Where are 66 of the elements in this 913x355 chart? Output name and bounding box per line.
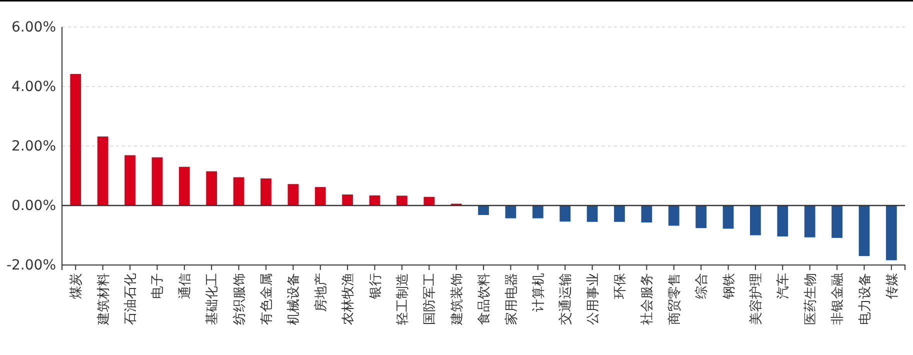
bar <box>260 178 272 206</box>
x-tick-label: 建筑装饰 <box>450 273 465 326</box>
x-tick-label: 环保 <box>613 273 628 299</box>
x-tick-label: 建筑材料 <box>96 273 112 326</box>
y-tick-label: 0.00% <box>12 198 56 214</box>
y-tick-label: 6.00% <box>12 19 56 36</box>
bar <box>696 206 706 228</box>
x-tick-label: 综合 <box>694 273 710 299</box>
bar <box>858 206 870 256</box>
bar <box>70 74 82 206</box>
x-tick-label: 通信 <box>178 273 193 299</box>
x-tick-label: 煤炭 <box>69 273 84 299</box>
x-tick-label: 汽车 <box>776 273 792 299</box>
x-tick-label: 机械设备 <box>286 273 302 325</box>
x-tick-label: 电力设备 <box>858 273 873 325</box>
bar <box>124 155 136 206</box>
bar <box>668 206 680 226</box>
bar <box>532 206 544 218</box>
x-tick-label: 医药生物 <box>803 273 818 325</box>
x-tick-label: 农林牧渔 <box>341 273 356 325</box>
bar <box>505 206 516 218</box>
x-tick-label: 美容护理 <box>748 273 764 325</box>
bar <box>424 196 435 206</box>
x-tick-label: 社会服务 <box>640 273 656 325</box>
bar <box>832 206 842 238</box>
x-tick-label: 商贸零售 <box>667 273 682 325</box>
bar <box>288 184 299 206</box>
x-tick-label: 交通运输 <box>558 273 574 325</box>
x-tick-label: 计算机 <box>531 273 546 312</box>
x-tick-label: 基础化工 <box>205 273 220 325</box>
bar <box>369 195 380 206</box>
bar <box>804 206 816 238</box>
bar <box>560 206 571 222</box>
x-tick-label: 国防军工 <box>422 273 438 325</box>
x-tick-label: 纺织服饰 <box>232 273 248 325</box>
bar <box>586 206 598 222</box>
bar <box>342 194 353 206</box>
bar <box>886 206 897 260</box>
y-tick-label: 2.00% <box>12 138 56 154</box>
x-tick-label: 轻工制造 <box>395 273 410 325</box>
x-tick-label: 食品饮料 <box>477 273 492 325</box>
bar <box>233 177 244 206</box>
x-tick-label: 电子 <box>150 273 166 299</box>
x-tick-label: 公用事业 <box>586 273 601 325</box>
x-tick-label: 传媒 <box>884 273 900 299</box>
bar <box>641 206 652 222</box>
bar <box>750 206 761 236</box>
bar <box>777 206 788 236</box>
x-tick-label: 石油石化 <box>124 273 139 325</box>
x-tick-label: 有色金属 <box>260 273 274 325</box>
bar <box>152 157 163 206</box>
bar <box>314 187 326 206</box>
y-tick-label: 4.00% <box>12 78 56 95</box>
bar <box>206 171 218 206</box>
bar <box>614 206 625 222</box>
x-tick-label: 银行 <box>368 273 384 300</box>
x-tick-label: 房地产 <box>312 273 329 312</box>
bar <box>478 206 489 216</box>
x-tick-label: 钢铁 <box>722 273 737 300</box>
bar <box>97 136 108 206</box>
bar <box>722 206 734 229</box>
bar <box>178 166 190 206</box>
y-tick-label: -2.00% <box>6 257 56 274</box>
x-tick-label: 家用电器 <box>503 273 520 325</box>
x-tick-label: 非银金融 <box>830 273 846 325</box>
bar <box>396 196 408 206</box>
